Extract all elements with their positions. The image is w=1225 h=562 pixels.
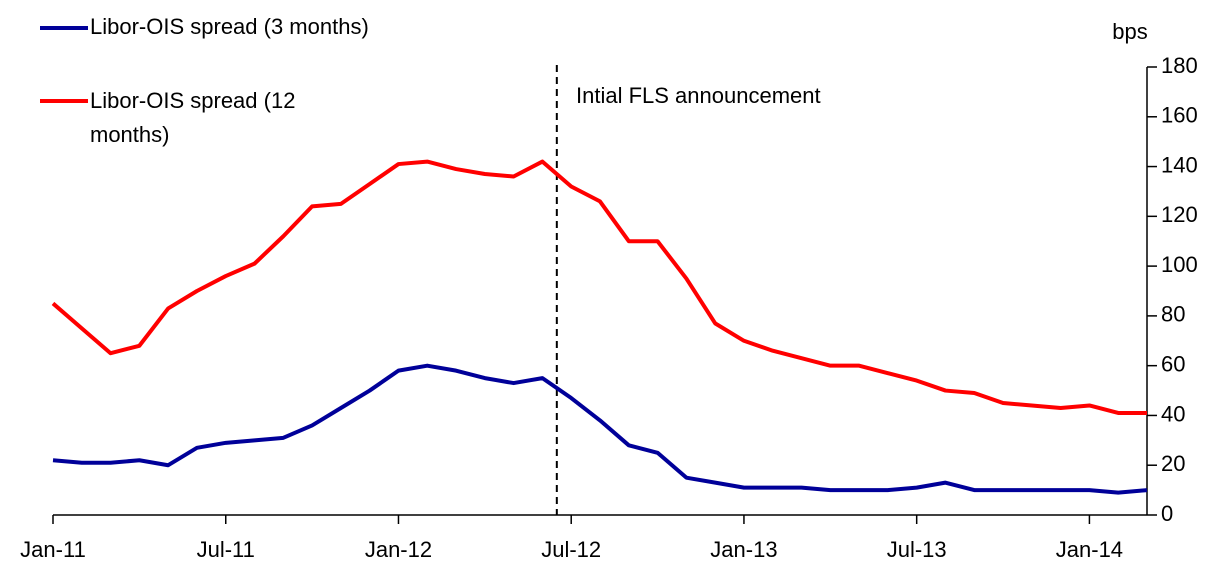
y-tick-label: 40 (1161, 401, 1185, 426)
y-tick-label: 80 (1161, 302, 1185, 327)
legend-label: Libor-OIS spread (12 months) (90, 88, 296, 147)
x-tick-label: Jan-14 (1056, 537, 1123, 562)
y-tick-label: 100 (1161, 252, 1198, 277)
y-tick-label: 120 (1161, 202, 1198, 227)
line-series (52, 363, 1148, 495)
legend-label: Libor-OIS spread (3 months) (90, 14, 369, 39)
x-tick-label: Jan-12 (365, 537, 432, 562)
y-tick-label: 160 (1161, 103, 1198, 128)
y-tick-label: 140 (1161, 152, 1198, 177)
x-tick-label: Jul-13 (887, 537, 947, 562)
y-tick-label: 0 (1161, 501, 1173, 526)
y-unit: bps (1112, 19, 1147, 44)
annotation: Intial FLS announcement (576, 83, 821, 108)
x-tick-label: Jan-11 (20, 537, 86, 562)
x-tick-label: Jul-11 (197, 537, 255, 562)
x-tick-label: Jan-13 (710, 537, 777, 562)
y-tick-label: 180 (1161, 53, 1198, 78)
y-tick-label: 60 (1161, 351, 1185, 376)
line-series (51, 159, 1147, 415)
y-tick-label: 20 (1161, 451, 1185, 476)
x-tick-label: Jul-12 (541, 537, 601, 562)
